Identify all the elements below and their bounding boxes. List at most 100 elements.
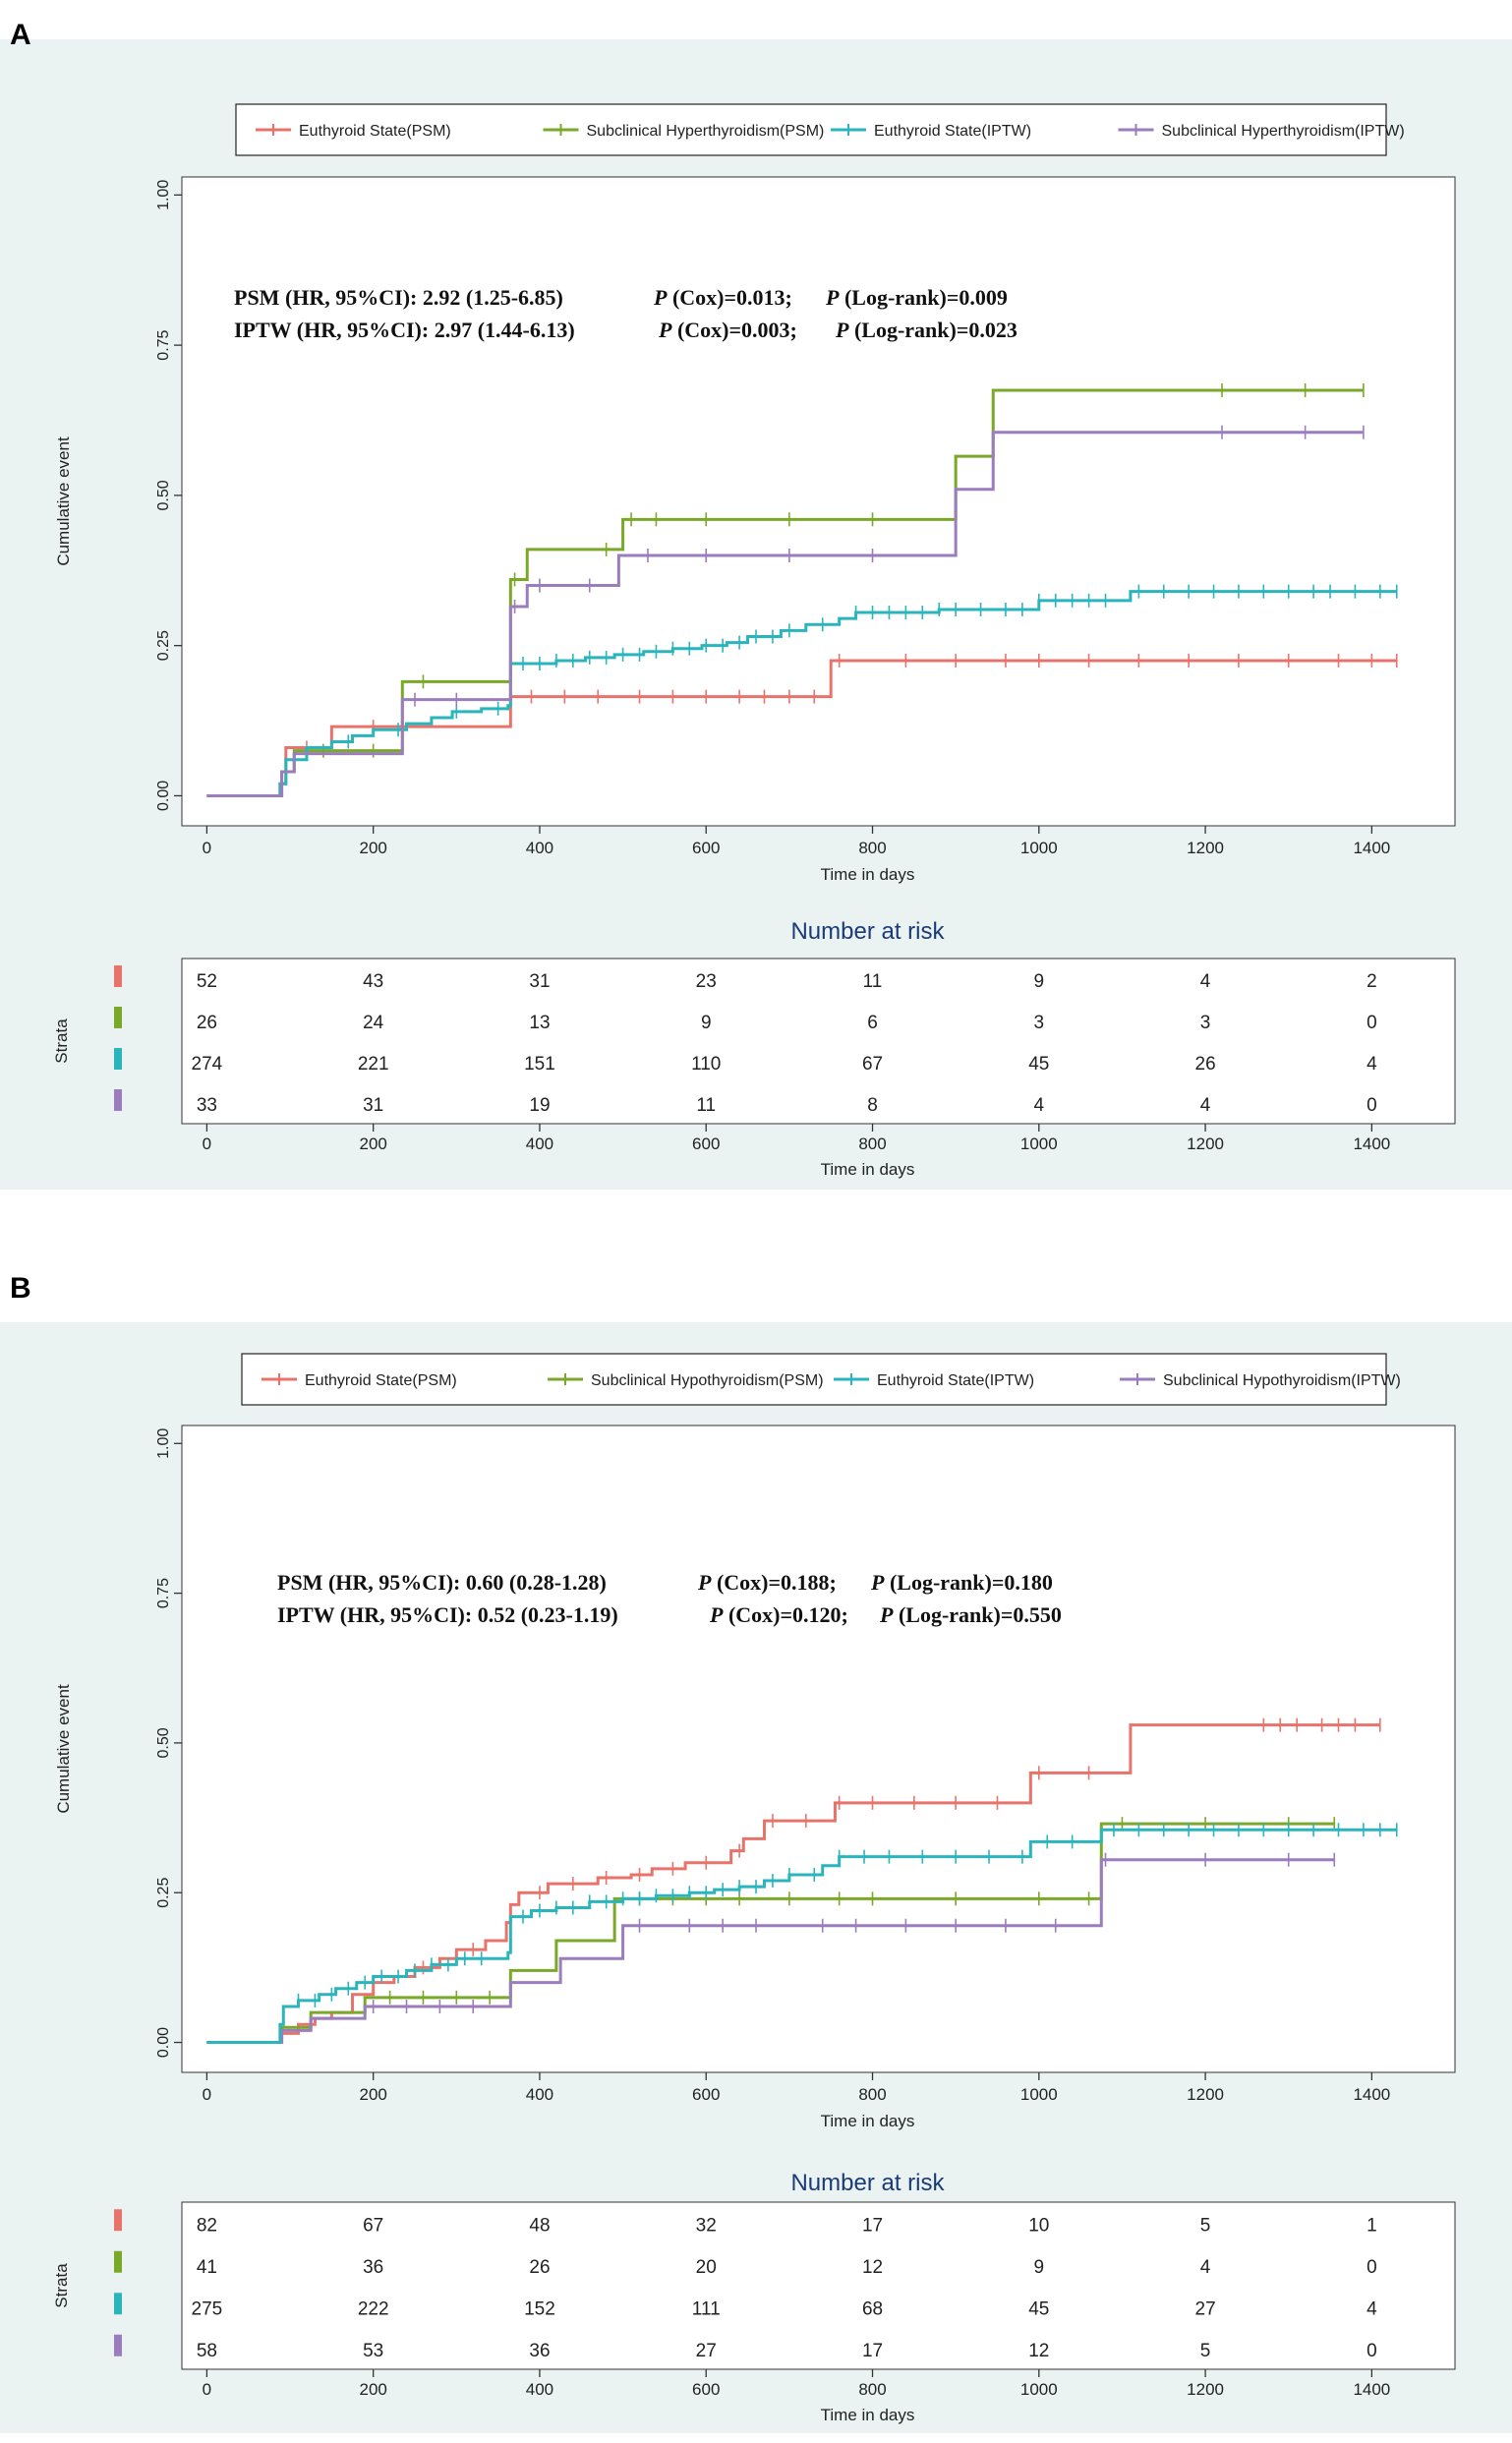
stat-plr: P (Log-rank)=0.550	[879, 1602, 1062, 1627]
risk-count: 5	[1200, 2341, 1211, 2361]
series-3	[206, 1823, 1398, 2045]
legend-label: Euthyroid State(IPTW)	[877, 1372, 1034, 1389]
risk-count: 11	[696, 1095, 716, 1116]
stat-pcox-value: (Cox)=0.003;	[671, 318, 796, 342]
risk-count: 48	[529, 2215, 550, 2236]
risk-count: 12	[1028, 2341, 1049, 2361]
strata-swatch	[114, 1089, 122, 1111]
risk-count: 151	[524, 1054, 555, 1075]
risk-x-tick-label: 400	[526, 2380, 553, 2399]
panel-b: B Euthyroid State(PSM) Subclinical Hypothy…	[0, 1272, 1512, 2433]
x-tick-label: 1000	[1020, 839, 1058, 857]
risk-x-tick-label: 200	[359, 1134, 386, 1153]
risk-count: 4	[1367, 2298, 1377, 2319]
risk-count: 67	[363, 2215, 383, 2236]
risk-count: 36	[363, 2257, 383, 2278]
risk-x-tick-label: 0	[203, 1134, 211, 1153]
x-tick-label: 200	[359, 2085, 386, 2104]
risk-count: 27	[1195, 2298, 1216, 2319]
risk-count: 13	[529, 1013, 550, 1033]
strata-label: Strata	[52, 1018, 71, 1064]
y-axis-label: Cumulative event	[54, 436, 73, 566]
risk-title: Number at risk	[790, 918, 945, 945]
x-tick-label: 600	[692, 839, 720, 857]
series-line	[206, 590, 1397, 797]
y-tick-label: 0.50	[155, 480, 172, 510]
stat-plr-value: (Log-rank)=0.180	[884, 1570, 1052, 1595]
legend-label: Subclinical Hyperthyroidism(PSM)	[587, 123, 825, 140]
risk-count: 110	[691, 1054, 721, 1075]
x-tick-label: 200	[359, 839, 386, 857]
risk-count: 9	[1034, 971, 1045, 992]
risk-x-axis-label: Time in days	[821, 1160, 915, 1179]
x-tick-label: 600	[692, 2085, 720, 2104]
risk-count: 10	[1028, 2215, 1049, 2236]
series-3	[206, 425, 1365, 797]
risk-count: 19	[529, 1095, 550, 1116]
series-line	[206, 431, 1364, 797]
risk-count: 6	[867, 1013, 878, 1033]
stat-p-symbol: P	[697, 1570, 712, 1595]
strata-swatch	[114, 1007, 122, 1028]
risk-count: 17	[862, 2215, 883, 2236]
stat-pcox: P (Cox)=0.120;	[709, 1602, 848, 1627]
risk-count: 45	[1028, 1054, 1049, 1075]
risk-count: 0	[1367, 1095, 1377, 1116]
risk-count: 20	[696, 2257, 717, 2278]
x-axis-label: Time in days	[821, 2112, 915, 2130]
risk-x-tick-label: 1200	[1187, 1134, 1224, 1153]
risk-count: 26	[1195, 1054, 1216, 1075]
risk-count: 274	[192, 1054, 223, 1075]
x-tick-label: 1200	[1187, 2085, 1224, 2104]
risk-count: 26	[197, 1013, 217, 1033]
stat-pcox-value: (Cox)=0.120;	[723, 1602, 847, 1627]
y-tick-label: 0.00	[155, 781, 172, 811]
stat-hr: IPTW (HR, 95%CI): 0.52 (0.23-1.19)	[277, 1602, 618, 1627]
strata-label: Strata	[52, 2263, 71, 2308]
risk-count: 275	[192, 2298, 223, 2319]
stat-hr: IPTW (HR, 95%CI): 2.97 (1.44-6.13)	[234, 318, 575, 342]
legend-label: Subclinical Hypothyroidism(IPTW)	[1163, 1372, 1401, 1389]
legend-label: Subclinical Hypothyroidism(PSM)	[591, 1372, 824, 1389]
legend-label: Euthyroid State(PSM)	[299, 123, 451, 140]
stat-plr: P (Log-rank)=0.023	[835, 318, 1018, 342]
y-tick-label: 0.25	[155, 1878, 172, 1908]
legend-label: Subclinical Hyperthyroidism(IPTW)	[1162, 123, 1405, 140]
risk-count: 45	[1028, 2298, 1049, 2319]
risk-count: 9	[1034, 2257, 1045, 2278]
strata-swatch	[114, 1048, 122, 1070]
stat-plr: P (Log-rank)=0.009	[825, 285, 1008, 310]
x-tick-label: 1400	[1353, 839, 1390, 857]
risk-count: 27	[696, 2341, 717, 2361]
y-tick-label: 1.00	[155, 180, 172, 210]
risk-count: 12	[862, 2257, 883, 2278]
risk-count: 24	[363, 1013, 384, 1033]
risk-count: 9	[701, 1013, 712, 1033]
risk-count: 3	[1034, 1013, 1045, 1033]
plot-area	[181, 1425, 1456, 2073]
stat-p-symbol: P	[835, 318, 849, 342]
risk-count: 31	[363, 1095, 383, 1116]
stat-pcox-value: (Cox)=0.188;	[711, 1570, 836, 1595]
risk-count: 4	[1200, 971, 1211, 992]
risk-count: 23	[696, 971, 717, 992]
risk-x-tick-label: 600	[692, 1134, 720, 1153]
stat-p-symbol: P	[653, 285, 668, 310]
strata-swatch	[114, 2334, 122, 2356]
risk-count: 3	[1200, 1013, 1211, 1033]
x-tick-label: 800	[858, 839, 886, 857]
risk-x-axis-label: Time in days	[821, 2406, 915, 2424]
risk-count: 4	[1034, 1095, 1045, 1116]
legend-label: Euthyroid State(PSM)	[305, 1372, 457, 1389]
y-tick-label: 0.75	[155, 1578, 172, 1608]
plot-area	[181, 176, 1456, 827]
risk-count: 0	[1367, 1013, 1377, 1033]
strata-swatch	[114, 2250, 122, 2273]
risk-count: 4	[1367, 1054, 1377, 1075]
risk-count: 53	[363, 2341, 383, 2361]
stat-pcox: P (Cox)=0.013;	[653, 285, 792, 310]
risk-count: 5	[1200, 2215, 1211, 2236]
y-tick-label: 1.00	[155, 1428, 172, 1459]
risk-count: 8	[867, 1095, 878, 1116]
risk-x-tick-label: 1000	[1020, 2380, 1058, 2399]
